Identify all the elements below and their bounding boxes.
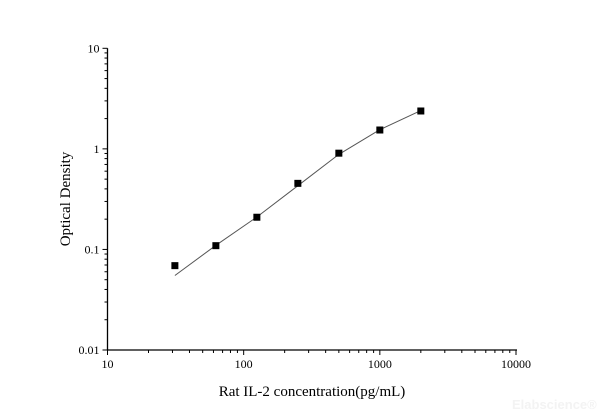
- watermark-logo: Elabscience®: [512, 397, 597, 412]
- data-points: [171, 107, 425, 270]
- fit-curve: [174, 110, 422, 276]
- y-tick-label: 0.1: [85, 242, 100, 256]
- data-point: [376, 126, 384, 134]
- data-point: [335, 149, 343, 157]
- y-tick-label: 10: [88, 41, 100, 55]
- data-point: [171, 262, 179, 270]
- tick-labels: 10 100 1000 10000 0.01 0.1 1 10: [79, 41, 532, 371]
- y-axis-title: Optical Density: [58, 151, 74, 246]
- data-point: [253, 213, 261, 221]
- x-tick-label: 1000: [368, 357, 392, 371]
- x-tick-label: 10: [102, 357, 114, 371]
- axes: [102, 47, 517, 355]
- x-axis-title: Rat IL-2 concentration(pg/mL): [219, 384, 406, 400]
- data-point: [417, 107, 425, 115]
- y-tick-label: 1: [94, 142, 100, 156]
- x-tick-label: 100: [235, 357, 253, 371]
- data-point: [294, 179, 302, 187]
- x-tick-label: 10000: [501, 357, 531, 371]
- y-tick-label: 0.01: [79, 343, 100, 357]
- data-point: [212, 242, 220, 250]
